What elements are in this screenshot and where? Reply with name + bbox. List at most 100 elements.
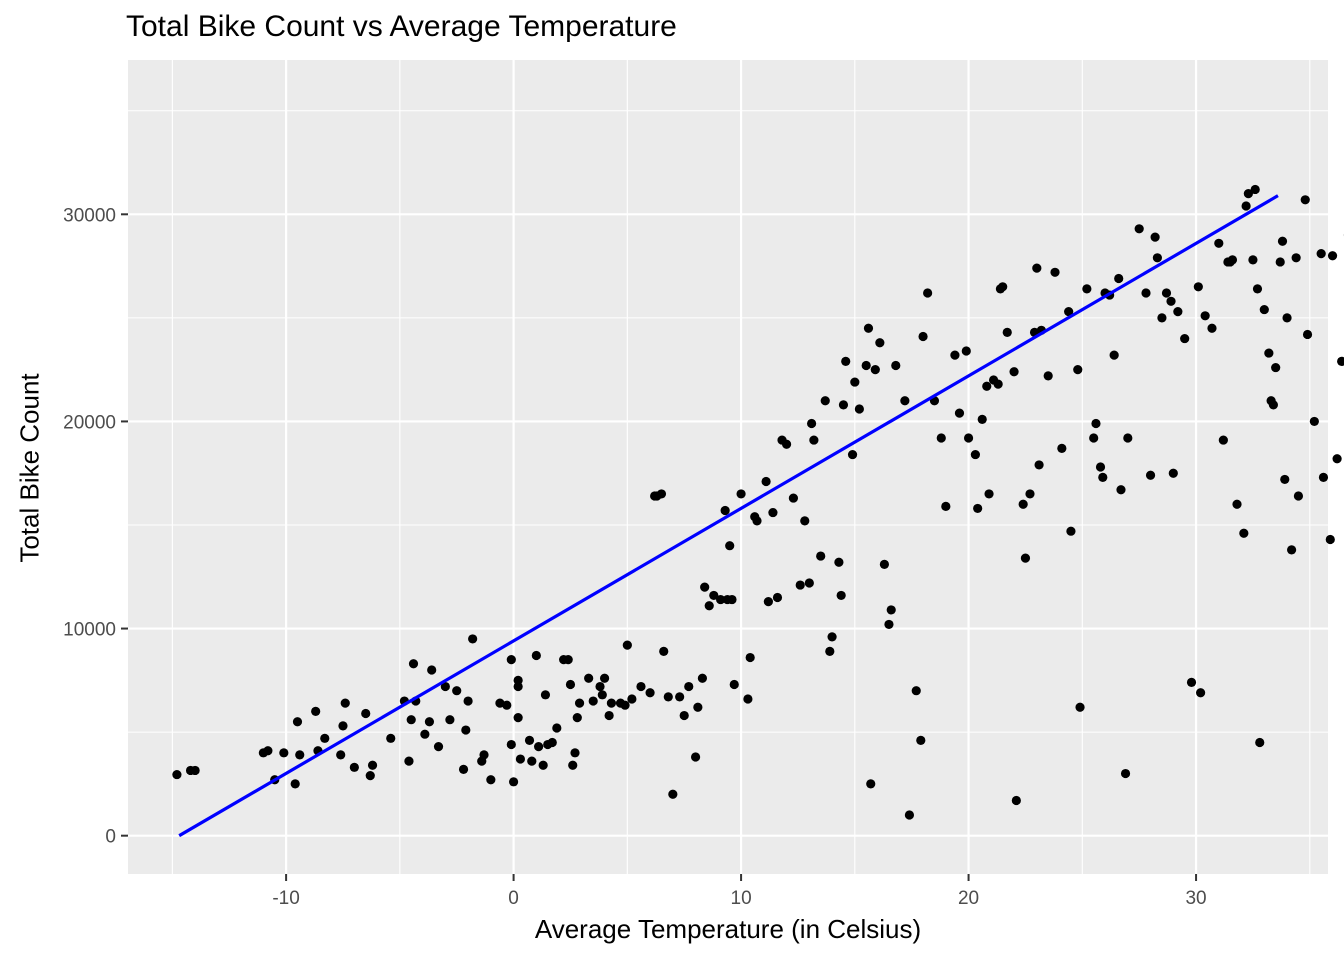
data-point (1032, 263, 1042, 273)
data-point (977, 414, 987, 424)
data-point (404, 756, 414, 766)
data-point (1250, 184, 1260, 195)
data-point (1218, 435, 1228, 445)
data-point (875, 338, 885, 348)
data-point (440, 681, 450, 692)
data-point (349, 762, 359, 772)
data-point (513, 675, 523, 685)
data-point (320, 733, 330, 743)
data-point (1075, 702, 1085, 712)
data-point (279, 748, 289, 758)
data-point (406, 715, 416, 725)
data-point (1034, 460, 1044, 470)
data-point (970, 449, 980, 460)
data-point (336, 750, 346, 760)
data-point (552, 723, 562, 733)
data-point (427, 665, 437, 675)
data-point (1082, 284, 1092, 294)
data-point (923, 288, 933, 298)
data-point (468, 634, 478, 644)
data-point (1277, 236, 1288, 246)
data-point (834, 557, 844, 567)
data-point (961, 346, 971, 356)
data-point (1239, 528, 1249, 538)
data-point (904, 810, 915, 820)
data-point (936, 433, 946, 443)
data-point (508, 777, 519, 787)
data-point (663, 692, 673, 702)
data-point (636, 681, 646, 692)
data-point (1227, 255, 1238, 265)
data-point (604, 710, 614, 721)
data-point (1259, 304, 1269, 315)
y-axis-label: Total Bike Count (14, 372, 45, 563)
data-point (1255, 737, 1265, 748)
data-point (515, 754, 526, 764)
data-point (716, 594, 726, 605)
data-point (659, 646, 669, 656)
data-point (879, 559, 889, 569)
data-point (795, 580, 805, 590)
panel-background (128, 60, 1328, 874)
data-point (1287, 545, 1297, 555)
data-point (1180, 333, 1190, 344)
data-point (781, 439, 792, 449)
data-point (1123, 433, 1133, 443)
data-point (761, 476, 771, 487)
data-point (572, 713, 582, 723)
data-point (725, 541, 735, 551)
data-point (743, 694, 753, 704)
data-point (1064, 307, 1074, 317)
data-point (1271, 362, 1281, 373)
data-point (668, 789, 678, 799)
data-point (338, 721, 348, 731)
data-point (506, 739, 516, 750)
data-point (568, 760, 578, 770)
data-point (1089, 433, 1099, 443)
data-point (461, 725, 471, 735)
data-point (918, 331, 928, 342)
data-point (290, 779, 300, 789)
y-tick-label: 20000 (63, 412, 116, 433)
data-point (540, 690, 551, 700)
data-point (690, 752, 701, 762)
data-point (841, 356, 851, 366)
data-point (1066, 526, 1076, 536)
data-point (850, 377, 860, 387)
data-point (1293, 491, 1304, 501)
data-point (365, 771, 375, 781)
x-tick-label: 20 (958, 888, 979, 909)
data-point (1196, 688, 1206, 698)
data-point (622, 640, 632, 650)
data-point (1332, 454, 1342, 464)
data-point (886, 605, 896, 615)
data-point (1141, 288, 1151, 298)
data-point (386, 733, 396, 743)
data-point (993, 379, 1003, 389)
data-point (1200, 311, 1210, 321)
data-point (627, 694, 637, 704)
data-point (1073, 365, 1083, 375)
data-point (1018, 499, 1028, 509)
x-tick-label: 30 (1185, 888, 1206, 909)
data-point (763, 597, 773, 607)
data-point (1011, 795, 1021, 806)
data-point (679, 710, 689, 721)
data-point (563, 655, 573, 665)
data-point (595, 681, 605, 692)
data-point (506, 655, 516, 665)
data-point (620, 700, 630, 710)
data-point (847, 449, 858, 460)
data-point (584, 673, 594, 683)
data-point (367, 760, 378, 770)
data-point (697, 673, 708, 683)
data-point (433, 742, 444, 752)
data-point (1116, 485, 1126, 495)
data-point (800, 516, 810, 526)
data-point (1280, 474, 1290, 485)
data-point (538, 760, 548, 770)
data-point (1291, 253, 1301, 263)
data-point (838, 400, 849, 410)
data-point (1248, 255, 1258, 265)
